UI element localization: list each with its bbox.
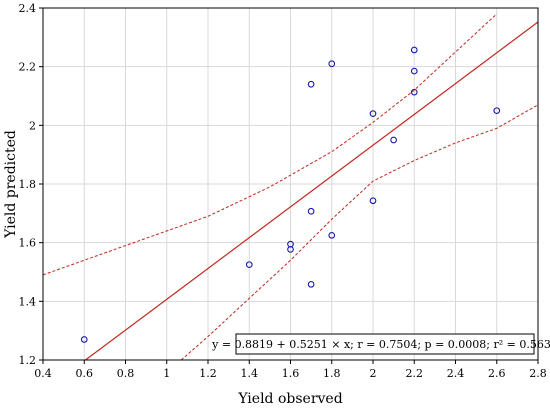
equation-annotation: y = 0.8819 + 0.5251 × x; r = 0.7504; p =… [211,338,550,351]
x-axis-ticks: 0.4 0.6 0.8 1 1.2 1.4 1.6 1.8 2 2.2 2.4 2.6 2.8 [34,360,547,380]
data-point [328,60,336,68]
data-point [307,207,315,215]
x-tick-label: 2.8 [529,367,547,380]
grid-lines [43,8,538,360]
y-tick-label: 2.2 [19,61,37,74]
x-tick-label: 0.4 [34,367,52,380]
x-tick-label: 0.8 [117,367,135,380]
x-tick-label: 1 [163,367,170,380]
y-tick-label: 2 [29,119,36,132]
data-point [410,88,418,96]
equation-box: y = 0.8819 + 0.5251 × x; r = 0.7504; p =… [211,333,550,355]
x-tick-label: 2.4 [447,367,465,380]
data-point [410,67,418,75]
data-point [410,46,418,54]
x-axis-title: Yield observed [237,391,342,407]
data-point [390,136,397,144]
data-point [328,231,336,239]
y-tick-label: 1.6 [19,237,37,250]
x-tick-label: 2 [370,367,377,380]
y-tick-label: 1.2 [19,354,37,367]
fit-line [84,21,538,360]
data-point [245,261,253,269]
y-tick-label: 2.4 [19,2,37,15]
confidence-upper [43,13,498,276]
y-axis-title: Yield predicted [3,130,19,239]
data-point [287,246,294,253]
y-axis-ticks: 1.2 1.4 1.6 1.8 2 2.2 2.4 [19,2,43,367]
y-tick-label: 1.4 [19,295,37,308]
x-tick-label: 1.8 [323,367,341,380]
data-point [307,80,315,88]
equation-box-frame [235,333,535,355]
x-tick-label: 1.6 [282,367,300,380]
confidence-band [43,13,538,360]
x-tick-label: 0.6 [76,367,94,380]
data-points [80,46,501,343]
y-tick-label: 1.8 [19,178,37,191]
data-point [369,110,377,117]
x-tick-label: 1.2 [199,367,217,380]
x-tick-label: 2.2 [406,367,424,380]
data-point [307,280,315,288]
x-tick-label: 2.6 [488,367,506,380]
data-point [493,107,501,115]
data-point [80,336,88,343]
data-point [369,197,377,205]
regression-line [84,21,538,360]
confidence-lower [180,104,538,360]
x-tick-label: 1.4 [241,367,259,380]
